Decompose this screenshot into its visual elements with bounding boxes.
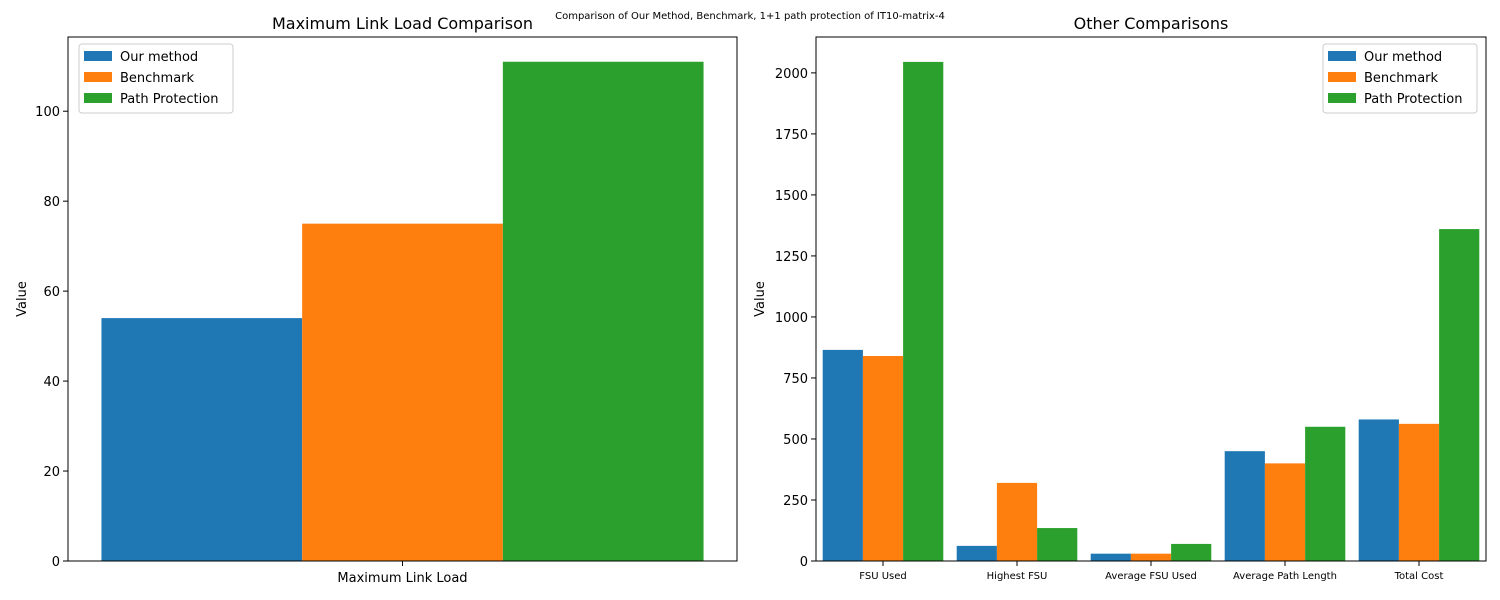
bar-our-method-average-path-length: [1224, 451, 1265, 561]
legend: Our method Benchmark Path Protection: [1322, 43, 1478, 114]
x-tick-label-maximum-link-load: Maximum Link Load: [337, 571, 467, 586]
bar-path-protection-total-cost: [1439, 229, 1480, 561]
legend-swatch-our-method: [1328, 51, 1356, 61]
legend-label-our-method: Our method: [120, 50, 198, 65]
y-tick-label: 750: [783, 372, 808, 387]
x-tick-label-average-path-length: Average Path Length: [1233, 571, 1337, 582]
legend-frame: [1322, 43, 1478, 114]
legend-frame: [78, 43, 234, 114]
bar-our-method-highest-fsu: [956, 545, 997, 561]
y-axis-label: Value: [753, 281, 768, 317]
bar-benchmark-highest-fsu: [996, 482, 1038, 561]
bar-path-protection-average-fsu-used: [1171, 543, 1212, 561]
legend-label-our-method: Our method: [1364, 50, 1442, 65]
legend-swatch-benchmark: [84, 72, 112, 82]
legend-swatch-path-protection: [1328, 93, 1356, 103]
bar-benchmark-average-fsu-used: [1130, 553, 1172, 561]
y-tick-label: 500: [783, 433, 808, 448]
y-tick-label: 1000: [775, 311, 808, 326]
bar-our-method-average-fsu-used: [1090, 553, 1131, 561]
bar-our-method-maximum-link-load: [101, 318, 303, 561]
x-tick-label-average-fsu-used: Average FSU Used: [1105, 571, 1197, 582]
bar-benchmark-total-cost: [1398, 423, 1440, 561]
y-tick-label: 60: [43, 285, 60, 300]
chart-title: Maximum Link Load Comparison: [272, 14, 533, 33]
x-tick-label-fsu-used: FSU Used: [859, 571, 906, 582]
y-tick-label: 0: [52, 555, 60, 570]
bar-our-method-total-cost: [1358, 419, 1399, 561]
legend-swatch-our-method: [84, 51, 112, 61]
x-tick-label-total-cost: Total Cost: [1394, 571, 1444, 582]
chart-title: Other Comparisons: [1074, 14, 1229, 33]
y-tick-label: 20: [43, 465, 60, 480]
y-tick-label: 250: [783, 494, 808, 509]
y-tick-label: 40: [43, 375, 60, 390]
y-tick-label: 80: [43, 195, 60, 210]
bar-path-protection-average-path-length: [1305, 426, 1346, 561]
bar-our-method-fsu-used: [822, 349, 863, 561]
y-tick-label: 0: [800, 555, 808, 570]
figure-suptitle: Comparison of Our Method, Benchmark, 1+1…: [555, 11, 945, 22]
y-tick-label: 1500: [775, 189, 808, 204]
y-tick-label: 1750: [775, 128, 808, 143]
bar-path-protection-maximum-link-load: [502, 61, 704, 562]
legend: Our method Benchmark Path Protection: [78, 43, 234, 114]
legend-swatch-path-protection: [84, 93, 112, 103]
legend-label-path-protection: Path Protection: [120, 92, 218, 107]
legend-label-path-protection: Path Protection: [1364, 92, 1462, 107]
bar-path-protection-highest-fsu: [1037, 528, 1078, 561]
bar-benchmark-maximum-link-load: [302, 223, 503, 561]
bar-benchmark-average-path-length: [1264, 463, 1306, 561]
chart-max-link-load: 0 20 40 60 80 100 Maximum Link Load Maximum Lin…: [15, 14, 738, 586]
bar-benchmark-fsu-used: [862, 355, 904, 561]
legend-swatch-benchmark: [1328, 72, 1356, 82]
y-tick-label: 1250: [775, 250, 808, 265]
y-axis-label: Value: [15, 281, 30, 317]
y-tick-label: 100: [35, 105, 60, 120]
bar-path-protection-fsu-used: [903, 61, 944, 561]
x-tick-label-highest-fsu: Highest FSU: [987, 571, 1048, 582]
y-tick-label: 2000: [775, 67, 808, 82]
legend-label-benchmark: Benchmark: [1364, 71, 1439, 86]
chart-other-comparisons: 0 250 500 750 1000 1250 1500 1750 2000 FSU Used Hi…: [753, 14, 1487, 582]
legend-label-benchmark: Benchmark: [120, 71, 195, 86]
